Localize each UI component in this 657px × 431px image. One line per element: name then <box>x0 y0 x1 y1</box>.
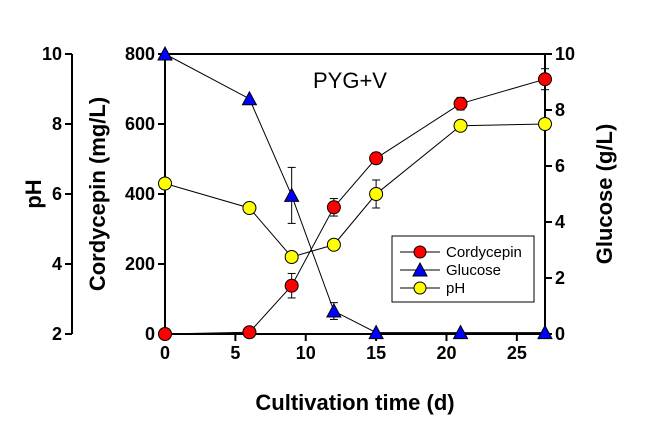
condition-annotation: PYG+V <box>313 68 387 93</box>
series-layer <box>157 45 553 341</box>
ph-tick-label: 10 <box>42 44 62 64</box>
legend-label-ph: pH <box>446 280 465 297</box>
cordycepin-point <box>284 278 299 293</box>
legend-marker-glucose <box>412 261 428 277</box>
ph-point <box>538 117 552 131</box>
glucose-tick-label: 10 <box>555 44 575 64</box>
glucose-point <box>157 45 173 61</box>
cordycepin-point <box>538 72 552 87</box>
glucose-axis-ticks: 0 2 4 6 8 10 <box>545 44 575 344</box>
x-axis-ticks: 0 5 10 15 20 25 <box>160 334 527 363</box>
cordycepin-axis-title: Cordycepin (mg/L) <box>85 97 110 291</box>
legend-marker-cordycepin <box>413 245 427 259</box>
glucose-tick-label: 0 <box>555 324 565 344</box>
x-tick-label: 25 <box>507 343 527 363</box>
ph-tick-label: 6 <box>52 184 62 204</box>
cordycepin-tick-label: 400 <box>125 184 155 204</box>
ph-axis-ticks: 2 4 6 8 10 <box>42 44 72 344</box>
legend-entry-glucose: Glucose <box>400 261 501 279</box>
ph-axis-title: pH <box>21 179 46 208</box>
cordycepin-point <box>158 327 172 341</box>
cordycepin-point <box>326 200 341 215</box>
legend-entry-cordycepin: Cordycepin <box>400 244 522 261</box>
glucose-tick-label: 4 <box>555 212 565 232</box>
legend-label-cordycepin: Cordycepin <box>446 244 522 261</box>
glucose-point <box>537 324 553 340</box>
x-tick-label: 10 <box>296 343 316 363</box>
cordycepin-tick-label: 200 <box>125 254 155 274</box>
glucose-point <box>452 324 469 340</box>
glucose-tick-label: 8 <box>555 100 565 120</box>
x-tick-label: 5 <box>230 343 240 363</box>
cordycepin-tick-label: 600 <box>125 114 155 134</box>
legend-entry-ph: pH <box>400 280 465 297</box>
glucose-tick-label: 2 <box>555 268 565 288</box>
x-tick-label: 15 <box>366 343 386 363</box>
legend-marker-ph <box>413 281 427 295</box>
glucose-point <box>241 90 258 106</box>
series-ph <box>158 117 552 264</box>
series-cordycepin <box>158 68 552 341</box>
cordycepin-tick-label: 800 <box>125 44 155 64</box>
x-tick-label: 0 <box>160 343 170 363</box>
glucose-tick-label: 6 <box>555 156 565 176</box>
ph-point <box>284 250 299 264</box>
legend: Cordycepin Glucose pH <box>391 235 535 303</box>
x-tick-label: 20 <box>436 343 456 363</box>
ph-tick-label: 8 <box>52 114 62 134</box>
x-axis-title: Cultivation time (d) <box>255 390 454 415</box>
ph-tick-label: 2 <box>52 324 62 344</box>
cordycepin-tick-label: 0 <box>145 324 155 344</box>
cordycepin-point <box>369 151 384 166</box>
glucose-point <box>368 324 384 340</box>
glucose-point <box>283 187 300 202</box>
cordycepin-point <box>242 325 257 340</box>
ph-point <box>242 201 257 215</box>
cordycepin-point <box>453 96 468 111</box>
glucose-axis-title: Glucose (g/L) <box>592 124 617 265</box>
glucose-point <box>326 302 342 318</box>
ph-tick-label: 4 <box>52 254 62 274</box>
ph-point <box>326 237 341 252</box>
ph-point <box>158 176 172 191</box>
cordycepin-axis-ticks: 0 200 400 600 800 <box>125 44 165 344</box>
series-glucose <box>157 45 553 340</box>
ph-point <box>369 187 384 201</box>
legend-label-glucose: Glucose <box>446 262 501 279</box>
ph-point <box>453 118 468 133</box>
